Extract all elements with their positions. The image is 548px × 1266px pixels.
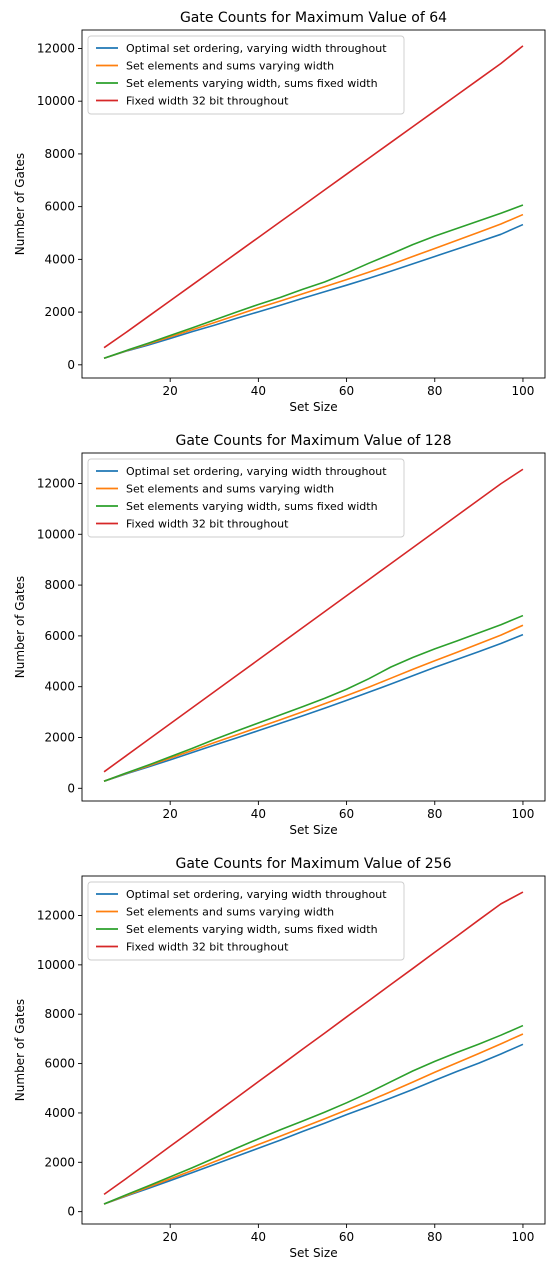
chart-svg: Gate Counts for Maximum Value of 256 20 40… bbox=[0, 846, 548, 1266]
y-axis-label: Number of Gates bbox=[13, 999, 27, 1101]
chart-title: Gate Counts for Maximum Value of 64 bbox=[180, 10, 447, 26]
y-tick-label: 6000 bbox=[44, 629, 75, 643]
y-tick-label: 0 bbox=[67, 781, 75, 795]
legend-label-2: Set elements and sums varying width bbox=[126, 483, 334, 496]
x-tick-label: 80 bbox=[427, 384, 442, 398]
x-axis-label: Set Size bbox=[289, 400, 337, 414]
x-axis-label: Set Size bbox=[289, 823, 337, 837]
x-tick-label: 40 bbox=[251, 1230, 266, 1244]
x-tick-label: 40 bbox=[251, 384, 266, 398]
y-tick-label: 6000 bbox=[44, 1057, 75, 1071]
legend-label-1: Optimal set ordering, varying width thro… bbox=[126, 888, 387, 901]
x-axis-label: Set Size bbox=[289, 1246, 337, 1260]
series-line-3 bbox=[104, 205, 523, 358]
chart-svg: Gate Counts for Maximum Value of 128 20 40… bbox=[0, 423, 548, 843]
series-line-3 bbox=[104, 616, 523, 782]
y-axis-label: Number of Gates bbox=[13, 576, 27, 678]
x-tick-label: 100 bbox=[511, 384, 534, 398]
chart-title: Gate Counts for Maximum Value of 256 bbox=[176, 856, 452, 872]
legend-label-4: Fixed width 32 bit throughout bbox=[126, 941, 289, 954]
x-tick-label: 80 bbox=[427, 807, 442, 821]
legend-label-1: Optimal set ordering, varying width thro… bbox=[126, 42, 387, 55]
legend: Optimal set ordering, varying width thro… bbox=[88, 36, 404, 114]
legend: Optimal set ordering, varying width thro… bbox=[88, 882, 404, 960]
y-tick-label: 12000 bbox=[37, 476, 75, 490]
x-tick-label: 60 bbox=[339, 384, 354, 398]
y-tick-label: 0 bbox=[67, 358, 75, 372]
y-tick-label: 4000 bbox=[44, 1106, 75, 1120]
chart-max-256: Gate Counts for Maximum Value of 256 20 40… bbox=[0, 846, 548, 1266]
y-tick-label: 2000 bbox=[44, 1155, 75, 1169]
legend-label-4: Fixed width 32 bit throughout bbox=[126, 95, 289, 108]
y-tick-label: 4000 bbox=[44, 252, 75, 266]
x-tick-label: 20 bbox=[163, 807, 178, 821]
x-tick-label: 20 bbox=[163, 384, 178, 398]
x-tick-label: 60 bbox=[339, 1230, 354, 1244]
legend-label-2: Set elements and sums varying width bbox=[126, 60, 334, 73]
y-tick-label: 12000 bbox=[37, 41, 75, 55]
chart-title: Gate Counts for Maximum Value of 128 bbox=[176, 433, 452, 449]
x-tick-label: 80 bbox=[427, 1230, 442, 1244]
y-tick-label: 10000 bbox=[37, 958, 75, 972]
y-tick-label: 12000 bbox=[37, 908, 75, 922]
y-tick-label: 8000 bbox=[44, 1007, 75, 1021]
chart-svg: Gate Counts for Maximum Value of 64 20 40 6… bbox=[0, 0, 548, 420]
legend-label-3: Set elements varying width, sums fixed w… bbox=[126, 500, 378, 513]
y-axis-label: Number of Gates bbox=[13, 153, 27, 255]
y-tick-label: 6000 bbox=[44, 200, 75, 214]
chart-max-128: Gate Counts for Maximum Value of 128 20 40… bbox=[0, 423, 548, 843]
y-tick-label: 0 bbox=[67, 1205, 75, 1219]
x-tick-label: 100 bbox=[511, 807, 534, 821]
y-tick-label: 8000 bbox=[44, 578, 75, 592]
x-tick-label: 40 bbox=[251, 807, 266, 821]
legend-label-2: Set elements and sums varying width bbox=[126, 906, 334, 919]
x-tick-label: 100 bbox=[511, 1230, 534, 1244]
x-tick-label: 60 bbox=[339, 807, 354, 821]
chart-max-64: Gate Counts for Maximum Value of 64 20 40 6… bbox=[0, 0, 548, 420]
y-tick-label: 10000 bbox=[37, 527, 75, 541]
legend: Optimal set ordering, varying width thro… bbox=[88, 459, 404, 537]
x-tick-label: 20 bbox=[163, 1230, 178, 1244]
series-line-3 bbox=[104, 1026, 523, 1204]
legend-label-3: Set elements varying width, sums fixed w… bbox=[126, 77, 378, 90]
y-tick-label: 8000 bbox=[44, 147, 75, 161]
legend-label-3: Set elements varying width, sums fixed w… bbox=[126, 923, 378, 936]
y-tick-label: 2000 bbox=[44, 730, 75, 744]
legend-label-4: Fixed width 32 bit throughout bbox=[126, 518, 289, 531]
y-tick-label: 2000 bbox=[44, 305, 75, 319]
y-tick-label: 4000 bbox=[44, 680, 75, 694]
legend-label-1: Optimal set ordering, varying width thro… bbox=[126, 465, 387, 478]
y-tick-label: 10000 bbox=[37, 94, 75, 108]
